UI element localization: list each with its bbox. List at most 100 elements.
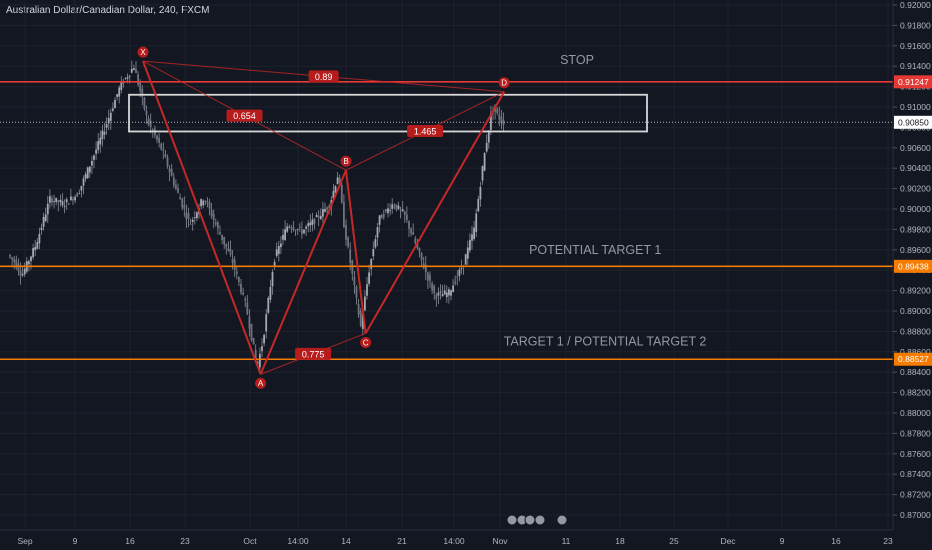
candle-body: [114, 99, 116, 109]
candle-body: [477, 199, 480, 212]
candle-body: [172, 177, 175, 186]
candle-body: [267, 297, 270, 313]
ratio-label-bg: [407, 124, 444, 137]
candle-body: [51, 198, 53, 203]
price-tag-bg: [894, 352, 932, 366]
candle-body: [124, 77, 127, 79]
candle-body: [86, 167, 89, 179]
candle-body: [340, 184, 343, 203]
candle-body: [357, 304, 360, 315]
candle-body: [200, 199, 202, 207]
price-tick-label: 0.90200: [900, 184, 931, 194]
candle-body: [445, 292, 448, 298]
time-tick-label: 14:00: [443, 536, 465, 546]
candle-body: [370, 259, 373, 269]
candle-body: [235, 271, 238, 274]
candle-body: [485, 142, 488, 152]
candle-body: [448, 289, 450, 296]
candle-body: [183, 205, 186, 209]
time-tick-label: Sep: [17, 536, 32, 546]
candle-body: [410, 228, 412, 234]
candle-body: [204, 200, 207, 202]
candle-body: [32, 248, 34, 258]
candle-body: [109, 112, 112, 121]
candle-body: [17, 263, 20, 272]
pattern-point-D: D: [501, 79, 507, 88]
candle-body: [315, 214, 318, 218]
pattern-point-B: B: [343, 157, 348, 166]
candle-body: [72, 198, 74, 201]
candle-body: [59, 199, 62, 203]
pattern-leg-BC: [345, 170, 367, 334]
candle-body: [351, 260, 354, 274]
candle-body: [292, 227, 295, 230]
candle-body: [296, 229, 299, 231]
pattern-point-marker: [498, 77, 510, 89]
candle-body: [61, 201, 64, 206]
candle-body: [385, 209, 387, 211]
candle-body: [202, 200, 205, 206]
candle-body: [429, 274, 431, 281]
pattern-leg-XA: [142, 60, 262, 375]
candle-body: [464, 254, 467, 265]
candle-body: [359, 310, 362, 326]
candle-body: [145, 110, 148, 116]
candle-body: [305, 226, 307, 229]
candle-body: [93, 155, 95, 160]
ratio-label-XB: 0.654: [233, 111, 256, 121]
candle-body: [189, 224, 192, 225]
candles: [9, 60, 505, 374]
candle-body: [271, 271, 274, 287]
candle-body: [254, 349, 257, 359]
candle-body: [36, 242, 39, 249]
candle-body: [311, 219, 314, 225]
candle-body: [133, 68, 135, 70]
candle-body: [42, 217, 45, 227]
candle-body: [450, 290, 452, 296]
candle-body: [368, 272, 370, 284]
candle-body: [395, 204, 398, 210]
chart-title: Australian Dollar/Canadian Dollar, 240, …: [6, 5, 210, 16]
candle-body: [53, 201, 55, 202]
ratio-label-BD: 1.465: [414, 126, 437, 136]
candle-body: [13, 258, 16, 262]
candle-body: [473, 227, 475, 240]
price-tick-label: 0.88000: [900, 408, 931, 418]
candle-body: [466, 247, 469, 259]
candle-body: [15, 260, 18, 268]
candle-body: [185, 212, 188, 219]
candle-body: [460, 268, 463, 270]
candle-body: [99, 137, 102, 145]
candle-body: [298, 226, 301, 228]
candle-body: [500, 117, 503, 124]
ratio-label-bg: [308, 70, 339, 83]
candle-body: [244, 298, 247, 301]
candle-body: [70, 196, 72, 201]
pattern-point-A: A: [258, 379, 264, 388]
time-axis: Sep 9 16 23 Oct 14:00 14 21 14:00 Nov 11 18 25 Dec 9 16…: [0, 529, 893, 550]
time-tick-label: 9: [73, 536, 78, 546]
pattern-point-X: X: [140, 48, 146, 57]
candle-body: [259, 353, 261, 368]
candle-body: [170, 168, 173, 177]
price-tag-0.88527: 0.88527: [898, 354, 929, 364]
ratio-label-bg: [226, 109, 263, 122]
candle-body: [103, 131, 106, 135]
candle-body: [139, 81, 142, 92]
candle-body: [286, 226, 289, 232]
candle-body: [181, 198, 184, 208]
candle-body: [424, 264, 427, 273]
candle-body: [206, 201, 209, 203]
candle-body: [238, 277, 240, 283]
pattern-point-marker: [137, 46, 149, 58]
candle-body: [223, 236, 226, 245]
candle-body: [44, 214, 47, 222]
candle-body: [364, 296, 366, 311]
event-icon: [534, 514, 546, 526]
candle-body: [437, 292, 440, 296]
candle-body: [256, 361, 259, 365]
candle-body: [454, 281, 457, 284]
time-tick-label: 21: [397, 536, 407, 546]
candle-body: [361, 313, 364, 329]
